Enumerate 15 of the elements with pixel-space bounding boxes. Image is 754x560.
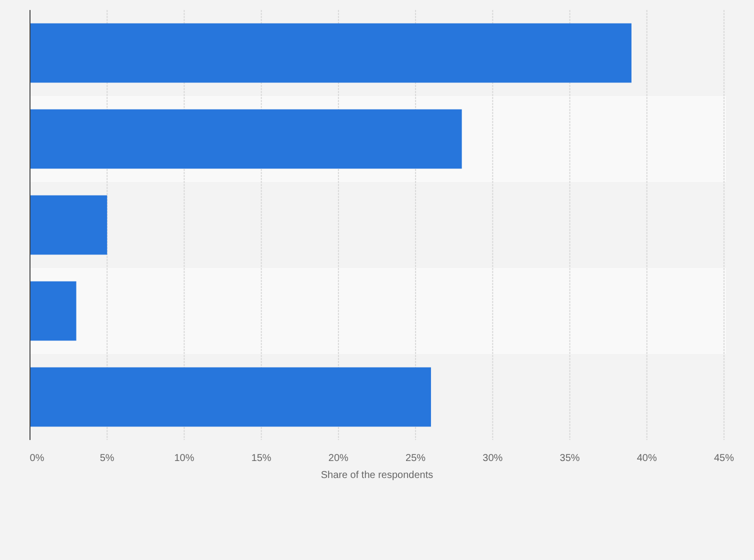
x-tick-label: 35% <box>560 453 580 464</box>
x-tick-label: 10% <box>174 453 194 464</box>
x-tick-label: 25% <box>406 453 426 464</box>
x-tick-label: 40% <box>636 453 658 464</box>
bar <box>30 281 76 341</box>
x-tick-label: 5% <box>100 453 114 464</box>
x-tick-label: 45% <box>714 453 734 464</box>
bar <box>30 195 108 255</box>
bar <box>30 109 462 169</box>
x-axis-title: Share of the respondents <box>320 470 434 481</box>
x-tick-label: 0% <box>30 453 44 464</box>
bar <box>30 367 431 427</box>
x-tick-label: 30% <box>482 453 503 464</box>
x-tick-label: 15% <box>251 453 272 464</box>
x-tick-label: 20% <box>328 453 349 464</box>
